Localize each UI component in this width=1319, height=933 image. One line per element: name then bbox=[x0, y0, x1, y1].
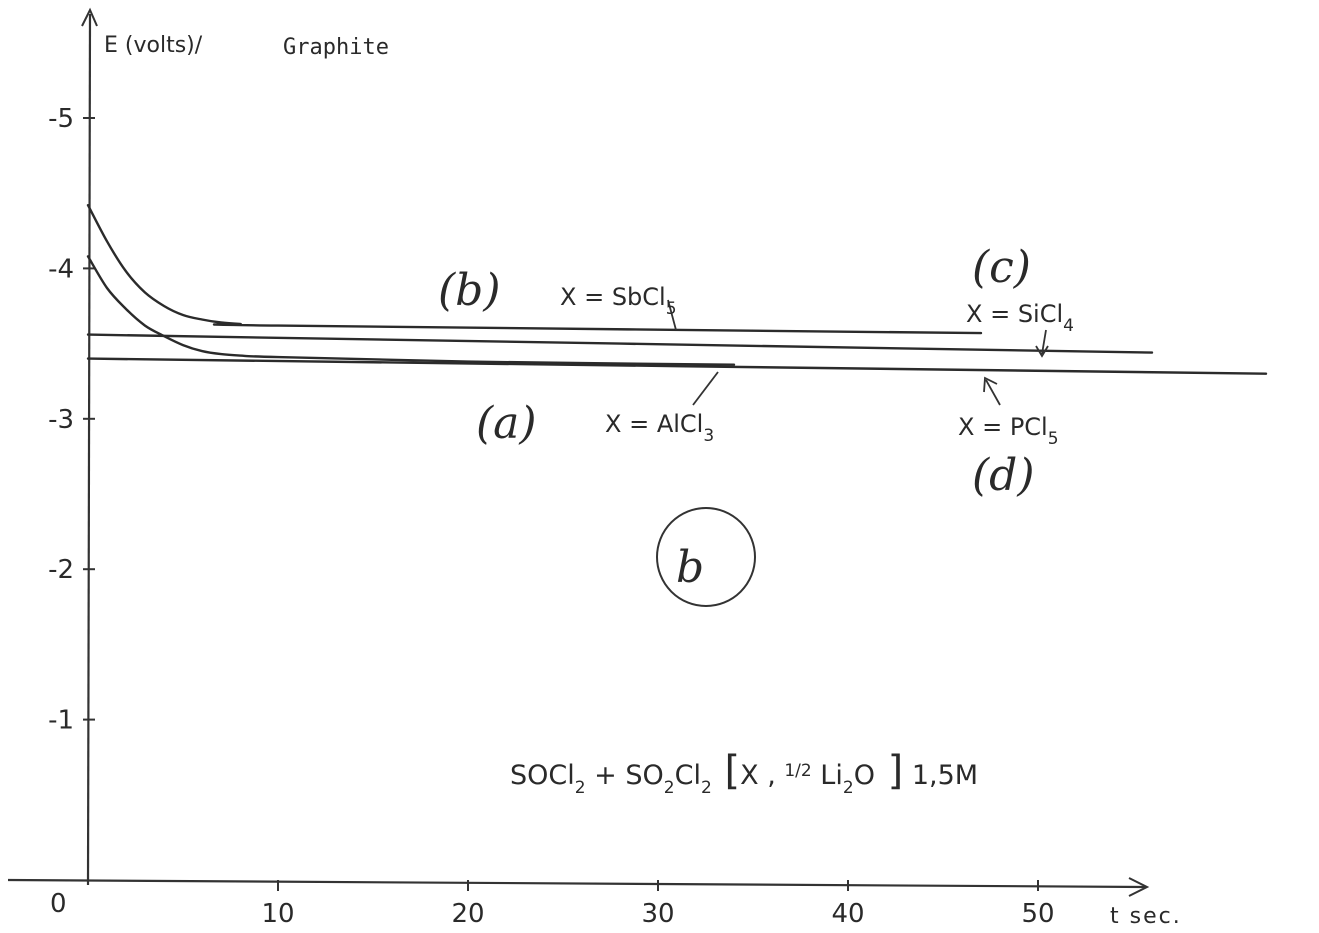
series-a-label: X = AlCl3 bbox=[605, 410, 714, 446]
pointer-sicl4 bbox=[1035, 329, 1049, 358]
series-b-x-prefix: X = bbox=[560, 283, 612, 311]
x-axis-line bbox=[7, 878, 1146, 889]
axes bbox=[7, 7, 1150, 897]
series-a-letter: (a) bbox=[476, 398, 537, 449]
y-axis-line bbox=[86, 13, 92, 886]
ticks: 10 20 30 40 50-5-4-3-2-1 bbox=[48, 104, 1054, 929]
series-d-line bbox=[86, 357, 1268, 375]
x-axis-title: t sec. bbox=[1110, 904, 1182, 929]
origin-label: 0 bbox=[50, 889, 67, 919]
series-a-subscript: 3 bbox=[703, 426, 714, 446]
y-tick-label: -5 bbox=[48, 104, 74, 134]
x-axis-arrow bbox=[1128, 877, 1150, 897]
x-tick-label: 10 bbox=[261, 899, 294, 929]
electrolyte-formula: SOCl2 + SO2Cl2 [X , 1/2 Li2O ] 1,5M bbox=[510, 748, 978, 798]
pointer-sbcl5 bbox=[667, 299, 677, 331]
series-a-line bbox=[86, 255, 736, 366]
series-d-label: X = PCl5 bbox=[958, 413, 1059, 449]
y-tick-label: -1 bbox=[48, 706, 74, 736]
x-tick-label: 50 bbox=[1021, 899, 1054, 929]
series-lines bbox=[86, 204, 1268, 375]
series-a-x-prefix: X = bbox=[605, 410, 657, 438]
series-d-x-prefix: X = bbox=[958, 413, 1010, 441]
pointer-alcl3 bbox=[692, 371, 719, 406]
circled-mark-ring bbox=[656, 507, 756, 607]
x-tick-label: 20 bbox=[451, 899, 484, 929]
y-axis-title: E (volts)/ bbox=[104, 33, 203, 58]
series-d-compound: PCl bbox=[1010, 413, 1048, 441]
label-pointers bbox=[667, 299, 1049, 406]
y-tick-label: -3 bbox=[48, 405, 74, 435]
series-c-label: X = SiCl4 bbox=[966, 300, 1074, 336]
y-axis-arrow bbox=[81, 7, 98, 27]
y-tick-label: -4 bbox=[48, 254, 74, 284]
circled-mark: b bbox=[656, 507, 756, 607]
series-c-subscript: 4 bbox=[1063, 316, 1074, 336]
series-d-subscript: 5 bbox=[1048, 429, 1059, 449]
x-tick-label: 30 bbox=[641, 899, 674, 929]
series-d-letter: (d) bbox=[972, 450, 1035, 501]
y-tick-label: -2 bbox=[48, 555, 74, 585]
series-c-line bbox=[86, 333, 1154, 354]
electrode-label: Graphite bbox=[283, 35, 389, 60]
series-b-compound: SbCl bbox=[612, 283, 666, 311]
series-c-letter: (c) bbox=[972, 242, 1031, 293]
x-tick-label: 40 bbox=[831, 899, 864, 929]
series-b-subscript: 5 bbox=[666, 299, 677, 319]
series-b-label: X = SbCl5 bbox=[560, 283, 677, 319]
series-b-line bbox=[86, 204, 983, 335]
series-b-letter: (b) bbox=[438, 265, 501, 316]
pointer-pcl5 bbox=[983, 376, 1001, 406]
circled-mark-letter: b bbox=[676, 542, 704, 593]
series-a-compound: AlCl bbox=[657, 410, 704, 438]
series-c-compound: SiCl bbox=[1018, 300, 1063, 328]
series-c-x-prefix: X = bbox=[966, 300, 1018, 328]
